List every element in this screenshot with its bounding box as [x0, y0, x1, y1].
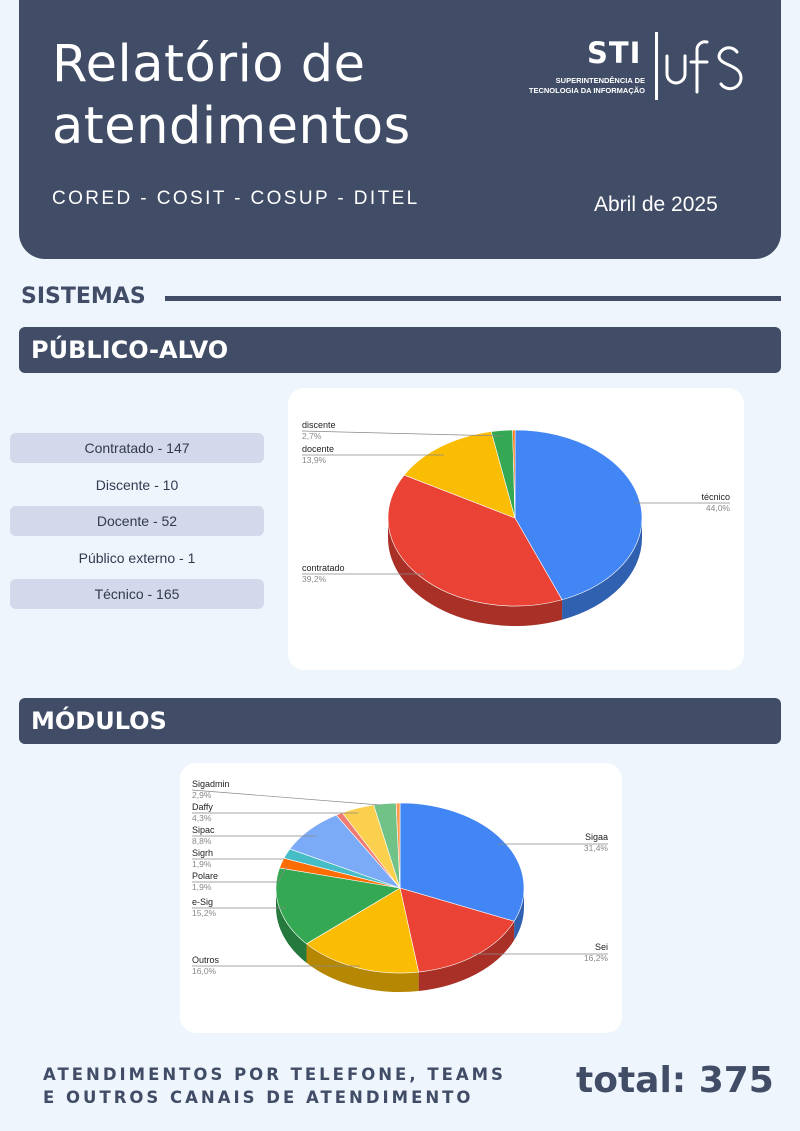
- sti-logo-text: STI: [587, 36, 642, 70]
- pie-label: docente: [302, 444, 334, 454]
- sti-ufs-logo: STI SUPERINTENDÊNCIA DE TECNOLOGIA DA IN…: [505, 30, 750, 102]
- publico-alvo-heading: PÚBLICO-ALVO: [19, 327, 781, 373]
- pie-percent-label: 31,4%: [584, 843, 609, 853]
- pie-percent-label: 1,9%: [192, 882, 212, 892]
- sti-sub-line2: TECNOLOGIA DA INFORMAÇÃO: [528, 86, 645, 95]
- pie-label: Sigrh: [192, 848, 213, 858]
- pie-label: Sigadmin: [192, 779, 230, 789]
- publico-alvo-chart-card: técnico 44,0% contratado 39,2% docente 13,9% d…: [288, 388, 744, 670]
- total-count: total: 375: [576, 1060, 774, 1101]
- pie-percent-label: 16,0%: [192, 966, 217, 976]
- sti-logo-subtitle: SUPERINTENDÊNCIA DE TECNOLOGIA DA INFORM…: [505, 76, 645, 96]
- footer-line2: E OUTROS CANAIS DE ATENDIMENTO: [43, 1088, 474, 1107]
- pie-label: Polare: [192, 871, 218, 881]
- modulos-chart-card: Sigaa 31,4% Sei 16,2% Outros 16,0% e-Sig 15,2% P…: [180, 763, 622, 1033]
- sti-sub-line1: SUPERINTENDÊNCIA DE: [555, 76, 645, 85]
- pie-label: Sei: [595, 942, 608, 952]
- pie-percent-label: 1,9%: [192, 859, 212, 869]
- pie-slice-side: [388, 518, 563, 626]
- pie-label: e-Sig: [192, 897, 213, 907]
- list-item: Docente - 52: [10, 506, 264, 536]
- pie-slice: [514, 429, 643, 601]
- pie-slice: [399, 802, 525, 922]
- report-title-line2: atendimentos: [52, 97, 411, 156]
- pie-leader-line: [301, 430, 504, 437]
- pie-percent-label: 4,3%: [192, 813, 212, 823]
- list-item: Contratado - 147: [10, 433, 264, 463]
- report-header: Relatório de atendimentos CORED - COSIT …: [19, 0, 781, 259]
- section-divider: [165, 296, 781, 301]
- footer-line1: ATENDIMENTOS POR TELEFONE, TEAMS: [43, 1065, 506, 1084]
- list-item: Técnico - 165: [10, 579, 264, 609]
- report-date: Abril de 2025: [594, 193, 718, 216]
- report-title: Relatório de atendimentos: [52, 34, 411, 158]
- pie-percent-label: 2,7%: [302, 431, 322, 441]
- pie-slice-side: [276, 888, 307, 963]
- pie-leader-line: [191, 789, 381, 806]
- pie-leader-line: [192, 865, 288, 883]
- pie-percent-label: 16,2%: [584, 953, 609, 963]
- modulos-heading: MÓDULOS: [19, 698, 781, 744]
- pie-slice-side: [306, 943, 419, 992]
- pie-label: Daffy: [192, 802, 213, 812]
- report-title-line1: Relatório de: [52, 35, 366, 94]
- pie-slice: [403, 431, 516, 519]
- pie-label: Sipac: [192, 825, 215, 835]
- pie-label: discente: [302, 420, 336, 430]
- report-subtitle: CORED - COSIT - COSUP - DITEL: [52, 188, 420, 209]
- pie-slice: [305, 887, 419, 974]
- pie-label: técnico: [701, 492, 730, 502]
- pie-slice: [399, 887, 515, 973]
- pie-percent-label: 8,8%: [192, 836, 212, 846]
- pie-slice: [512, 429, 516, 519]
- pie-slice: [387, 474, 563, 607]
- pie-label: Outros: [192, 955, 220, 965]
- pie-percent-label: 13,9%: [302, 455, 327, 465]
- pie-percent-label: 15,2%: [192, 908, 217, 918]
- pie-percent-label: 39,2%: [302, 574, 327, 584]
- section-title: SISTEMAS: [21, 284, 146, 309]
- pie-label: contratado: [302, 563, 345, 573]
- ufs-logo-icon: [665, 40, 743, 94]
- pie-slice-side: [562, 518, 642, 620]
- list-item: Discente - 10: [95, 476, 179, 493]
- publico-alvo-list: Contratado - 147 Discente - 10 Docente -…: [10, 433, 264, 616]
- pie-slice-side: [514, 888, 524, 941]
- list-item: Público externo - 1: [78, 549, 196, 566]
- footer-caption: ATENDIMENTOS POR TELEFONE, TEAMS E OUTRO…: [43, 1063, 506, 1109]
- pie-percent-label: 2,9%: [192, 790, 212, 800]
- pie-slice-side: [418, 921, 515, 992]
- logo-divider: [655, 32, 658, 100]
- pie-slice: [395, 802, 401, 889]
- pie-label: Sigaa: [585, 832, 608, 842]
- pie-percent-label: 44,0%: [706, 503, 731, 513]
